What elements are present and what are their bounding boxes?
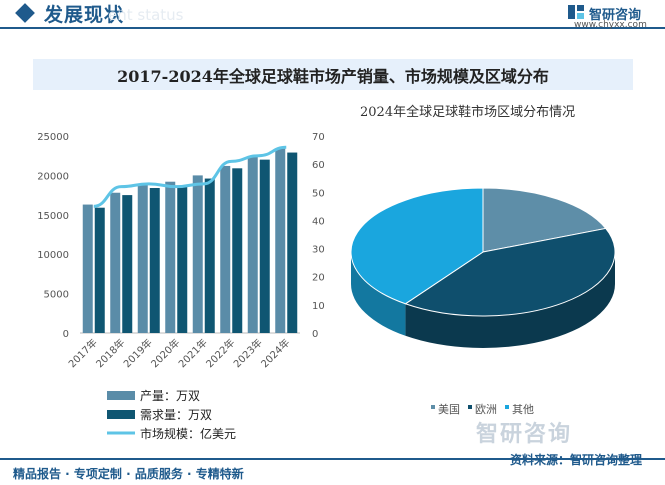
pie-legend-label: 其他 [512,403,534,416]
bar-production [82,204,93,333]
y-axis-tick-label: 0 [63,329,69,340]
pie-legend-label: 美国 [438,403,460,416]
y-axis-tick-label: 10000 [37,250,69,261]
y2-axis-tick-label: 60 [312,160,325,171]
x-axis-tick-label: 2018年 [93,336,127,370]
bar-demand [149,188,160,333]
section-title: 发展现状 [44,4,125,26]
y2-axis-tick-label: 50 [312,188,325,199]
y2-axis-tick-label: 30 [312,245,325,256]
bar-demand [177,185,188,333]
y2-axis-tick-label: 0 [312,329,318,340]
y2-axis-tick-label: 20 [312,273,325,284]
x-axis-tick-label: 2021年 [176,336,210,370]
brand-name: 智研咨询 [589,8,642,23]
pie-legend-swatch [431,405,435,409]
pie-slice-top [404,227,616,317]
bar-production [110,192,121,333]
y-axis-tick-label: 25000 [37,132,69,143]
legend-label-demand: 需求量：万双 [140,408,212,422]
x-axis-tick-label: 2024年 [258,336,292,370]
section-subtitle: ent status [108,6,184,24]
x-axis-tick-label: 2017年 [66,336,100,370]
bar-demand [122,195,133,333]
bar-demand [232,168,243,333]
pie-legend-swatch [505,405,509,409]
footer-divider [0,458,665,460]
bar-production [137,184,148,333]
bar-demand [287,152,298,333]
footer-tagline: 精品报告 · 专项定制 · 品质服务 · 专精特新 [13,467,244,481]
legend-swatch-demand [107,410,135,419]
x-axis-tick-label: 2020年 [148,336,182,370]
legend-swatch-production [107,391,135,400]
x-axis-tick-label: 2019年 [121,336,155,370]
source-note: 资料来源：智研咨询整理 [510,453,643,467]
series-line-market-size [93,145,287,208]
x-axis-tick-label: 2022年 [203,336,237,370]
y2-axis-tick-label: 10 [312,301,325,312]
bar-production [165,181,176,333]
header-divider [0,27,665,29]
x-axis-tick-label: 2023年 [231,336,265,370]
pie-slice-side [351,252,406,336]
y-axis-tick-label: 15000 [37,211,69,222]
bar-production [220,165,231,333]
legend-label-production: 产量：万双 [140,389,200,403]
watermark-logo: 智研咨询 [476,422,573,447]
y-axis-tick-label: 20000 [37,171,69,182]
y2-axis-tick-label: 40 [312,216,325,227]
bar-production [275,148,286,333]
pie-slice-side [405,252,615,348]
bar-demand [259,159,270,333]
bar-production [192,175,203,333]
pie-legend-label: 欧洲 [475,403,497,416]
legend-label-market-size: 市场规模：亿美元 [140,426,236,441]
bar-demand [204,178,215,333]
pie-legend-swatch [468,405,472,409]
chart-main-title: 2017-2024年全球足球鞋市场产销量、市场规模及区域分布 [117,66,549,86]
bar-production [247,156,258,333]
brand-url: www.chyxx.com [574,20,647,30]
pie-slice-top [350,187,484,305]
brand-logo-icon [568,5,584,19]
y2-axis-tick-label: 70 [312,132,325,143]
title-bar: 2017-2024年全球足球鞋市场产销量、市场规模及区域分布 [33,59,633,90]
pie-slice-top [482,187,607,253]
y-axis-tick-label: 5000 [44,290,69,301]
pie-chart-title: 2024年全球足球鞋市场区域分布情况 [360,105,576,120]
bar-demand [94,207,105,333]
